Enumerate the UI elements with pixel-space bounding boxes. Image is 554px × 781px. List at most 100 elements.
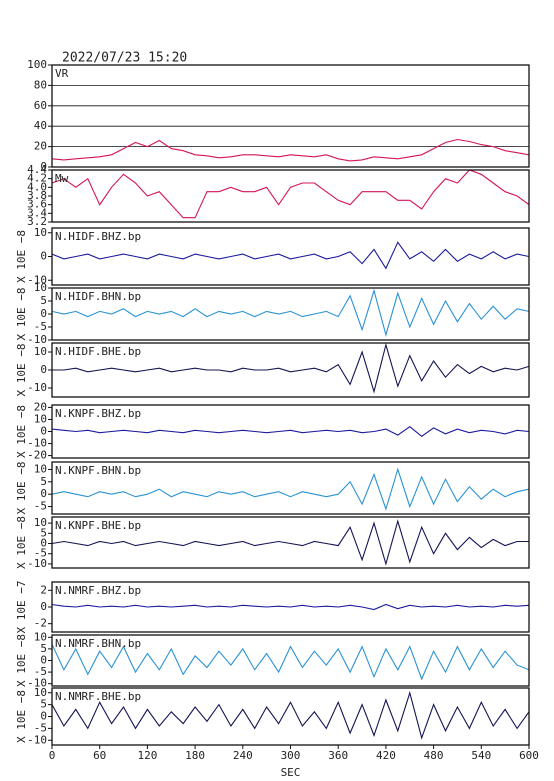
- trace: [52, 342, 530, 394]
- y-tick-label: -10: [27, 273, 47, 286]
- panel-frame: [51, 461, 530, 515]
- x-tick-label: 540: [471, 749, 491, 762]
- panel-frame: [51, 287, 530, 341]
- trace: [51, 241, 530, 270]
- y-tick-label: 4.2: [27, 172, 47, 185]
- y-tick-label: 10: [34, 630, 47, 643]
- panel-frame: [51, 634, 530, 687]
- y-tick-label: 4.0: [27, 180, 47, 193]
- x-axis-label: SEC: [281, 766, 301, 779]
- x-tick-label: 180: [185, 749, 205, 762]
- y-tick-label: 10: [34, 462, 47, 475]
- panel-label: N.KNPF.BHE.bp: [55, 519, 141, 532]
- y-axis-label: X 10E −8: [15, 634, 28, 687]
- y-tick-label: -5: [34, 665, 47, 678]
- trace: [51, 690, 530, 740]
- y-tick-label: 0: [40, 600, 47, 613]
- y-axis-label: X 10E −8: [15, 230, 28, 283]
- x-tick-label: 300: [281, 749, 301, 762]
- trace: [51, 603, 530, 611]
- x-tick-label: 120: [137, 749, 157, 762]
- y-tick-label: 100: [27, 58, 47, 71]
- panel-label: N.HIDF.BHE.bp: [55, 345, 141, 358]
- y-tick-label: -5: [34, 500, 47, 513]
- y-tick-label: 0: [40, 537, 47, 550]
- y-axis-label: X 10E −8: [15, 405, 28, 458]
- y-tick-label: 20: [34, 400, 47, 413]
- y-tick-label: 4.4: [27, 163, 47, 176]
- trace: [51, 169, 530, 219]
- trace: [51, 467, 530, 511]
- y-tick-label: 0: [40, 250, 47, 263]
- y-tick-label: 10: [34, 686, 47, 699]
- y-tick-label: 5: [40, 642, 47, 655]
- y-axis-label: X 10E −8: [15, 344, 28, 397]
- y-tick-label: 0: [40, 710, 47, 723]
- y-tick-label: 10: [34, 281, 47, 294]
- y-axis-label: X 10E −8: [15, 690, 28, 743]
- y-tick-label: 3.8: [27, 189, 47, 202]
- x-tick-label: 420: [376, 749, 396, 762]
- panel-frame: [51, 169, 530, 223]
- panel-label: VR: [55, 67, 69, 80]
- y-tick-label: 0: [40, 654, 47, 667]
- y-tick-label: -2: [34, 617, 47, 630]
- panel-label: N.HIDF.BHN.bp: [55, 290, 141, 303]
- y-tick-label: 5: [40, 475, 47, 488]
- x-tick-label: 0: [49, 749, 56, 762]
- y-tick-label: -10: [27, 557, 47, 570]
- panel-frame: [51, 516, 530, 569]
- panel-frame: [51, 64, 530, 168]
- chart-title: 2022/07/23 15:20: [62, 51, 187, 66]
- panel-label: N.NMRF.BHZ.bp: [55, 584, 141, 597]
- y-tick-label: -10: [27, 381, 47, 394]
- y-tick-label: 10: [34, 412, 47, 425]
- y-tick-label: 80: [34, 78, 47, 91]
- y-tick-label: -10: [27, 677, 47, 690]
- trace: [51, 288, 530, 337]
- y-tick-label: 0: [40, 160, 47, 173]
- panel-label: N.HIDF.BHZ.bp: [55, 230, 141, 243]
- panel-label: N.NMRF.BHE.bp: [55, 690, 141, 703]
- x-tick-label: 240: [233, 749, 253, 762]
- y-tick-label: 2: [40, 583, 47, 596]
- y-axis-label: X 10E −8: [15, 288, 28, 341]
- y-tick-label: -5: [34, 320, 47, 333]
- y-tick-label: -5: [34, 721, 47, 734]
- panel-label: N.KNPF.BHN.bp: [55, 464, 141, 477]
- panel-frame: [51, 227, 530, 286]
- y-tick-label: -10: [27, 437, 47, 450]
- y-tick-label: 0: [40, 487, 47, 500]
- y-tick-label: 60: [34, 99, 47, 112]
- y-tick-label: 5: [40, 526, 47, 539]
- panel-label: Mw: [55, 172, 69, 185]
- x-tick-label: 60: [93, 749, 106, 762]
- panel-frame: [51, 404, 530, 459]
- panel-label: N.NMRF.BHN.bp: [55, 637, 141, 650]
- y-tick-label: 10: [34, 345, 47, 358]
- y-tick-label: -10: [27, 733, 47, 746]
- x-tick-label: 360: [328, 749, 348, 762]
- y-axis-label: X 10E −8: [15, 516, 28, 569]
- y-tick-label: 3.4: [27, 206, 47, 219]
- panel-label: N.KNPF.BHZ.bp: [55, 407, 141, 420]
- x-tick-label: 600: [519, 749, 539, 762]
- y-tick-label: -10: [27, 333, 47, 346]
- panel-frame: [51, 342, 530, 398]
- panel-frame: [51, 581, 530, 633]
- trace: [51, 644, 530, 681]
- y-tick-label: 10: [34, 226, 47, 239]
- y-tick-label: 3.2: [27, 215, 47, 228]
- y-axis-label: X 10E −8: [15, 462, 28, 515]
- y-tick-label: 5: [40, 294, 47, 307]
- y-tick-label: 10: [34, 516, 47, 529]
- x-tick-label: 480: [424, 749, 444, 762]
- y-tick-label: 20: [34, 140, 47, 153]
- trace: [51, 519, 529, 566]
- y-tick-label: 0: [40, 363, 47, 376]
- y-tick-label: 0: [40, 307, 47, 320]
- y-tick-label: -5: [34, 547, 47, 560]
- y-axis-label: X 10E −7: [15, 581, 28, 634]
- y-tick-label: 3.6: [27, 198, 47, 211]
